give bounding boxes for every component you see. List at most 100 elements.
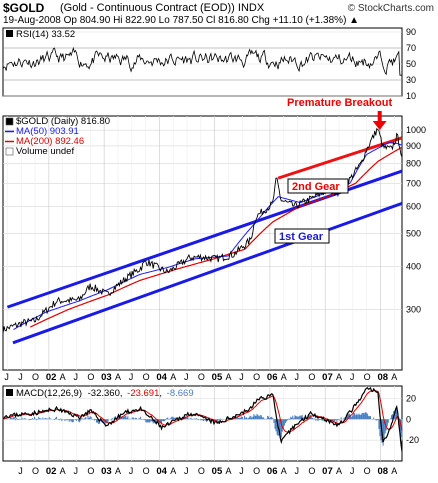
rsi-line (2, 46, 402, 76)
chart-symbol: $GOLD (3, 1, 45, 15)
macd-signal-value: -23.691 (127, 388, 159, 399)
price-x-tick-label: A (170, 372, 176, 382)
price-x-tick-label: A (225, 372, 231, 382)
macd-x-tick-label: 02 (46, 466, 57, 477)
price-x-tick-label: O (364, 372, 371, 382)
price-panel (2, 115, 403, 371)
macd-x-tick-label: J (74, 466, 79, 476)
macd-x-tick-label: A (391, 466, 397, 476)
price-x-tick-label: 07 (322, 372, 333, 383)
macd-tick-label: -20 (406, 435, 419, 445)
price-line (2, 127, 403, 334)
macd-x-tick-label: O (143, 466, 150, 476)
macd-x-tick-label: J (129, 466, 134, 476)
macd-x-tick-label: A (170, 466, 176, 476)
macd-x-tick-label: A (115, 466, 121, 476)
price-tick-label: 900 (406, 141, 421, 151)
legend-swatch (5, 147, 14, 156)
price-x-tick-label: J (295, 372, 300, 382)
premature-breakout-label: Premature Breakout (287, 97, 392, 109)
price-x-tick-label: J (4, 372, 9, 382)
macd-x-tick-label: O (364, 466, 371, 476)
price-x-tick-label: 02 (46, 372, 57, 383)
rsi-tick-label: 50 (406, 59, 416, 69)
price-x-tick-label: J (239, 372, 244, 382)
price-x-tick-label: 05 (212, 372, 223, 383)
price-x-tick-label: O (308, 372, 315, 382)
rsi-tick-label: 30 (406, 75, 416, 85)
trend-line (12, 201, 403, 345)
macd-x-tick-label: A (225, 466, 231, 476)
price-tick-label: 500 (406, 228, 421, 238)
svg-text:MACD(12,26,9) -32.360,: MACD(12,26,9) -32.360, -23.691, -8.669 (16, 388, 194, 399)
macd-label-prefix: MACD(12,26,9) (16, 388, 82, 399)
second-gear-box (287, 178, 349, 194)
macd-x-tick-label: 07 (322, 466, 333, 477)
macd-tick-label: 0 (406, 414, 411, 424)
price-tick-label: 600 (406, 201, 421, 211)
price-x-tick-label: A (281, 372, 287, 382)
rsi-label-text: RSI(14) 33.52 (16, 29, 75, 40)
macd-x-tick-label: 03 (101, 466, 112, 477)
breakout-arrow-head (372, 121, 387, 130)
macd-x-tick-label: O (253, 466, 260, 476)
macd-x-tick-label: J (184, 466, 189, 476)
first-gear-box (274, 228, 330, 244)
macd-x-tick-label: J (350, 466, 355, 476)
macd-label: MACD(12,26,9) -32.360, -23.691, -8.669 (6, 388, 194, 399)
rsi-panel (2, 27, 403, 97)
macd-x-tick-label: J (295, 466, 300, 476)
price-tick-label: 400 (406, 262, 421, 272)
macd-x-tick-label: J (239, 466, 244, 476)
macd-x-tick-label: J (18, 466, 23, 476)
legend-entry: MA(200) 892.46 (16, 136, 84, 147)
macd-x-tick-label: O (32, 466, 39, 476)
price-x-tick-label: J (129, 372, 134, 382)
price-tick-label: 800 (406, 158, 421, 168)
price-x-tick-label: 03 (101, 372, 112, 383)
rsi-tick-label: 70 (406, 43, 416, 53)
rsi-label: RSI(14) 33.52 (6, 29, 75, 40)
price-x-tick-label: O (198, 372, 205, 382)
price-x-tick-label: O (253, 372, 260, 382)
second-gear-label: 2nd Gear (292, 181, 340, 193)
price-x-tick-label: J (184, 372, 189, 382)
macd-x-tick-label: A (336, 466, 342, 476)
macd-signal-line (2, 390, 403, 433)
price-x-tick-label: A (115, 372, 121, 382)
first-gear-label: 1st Gear (279, 231, 324, 243)
price-x-tick-label: O (87, 372, 94, 382)
price-x-tick-label: A (60, 372, 66, 382)
price-x-tick-label: O (143, 372, 150, 382)
price-x-tick-label: A (391, 372, 397, 382)
macd-x-tick-label: A (281, 466, 287, 476)
price-tick-label: 1000 (406, 125, 426, 135)
price-x-tick-label: 08 (377, 372, 388, 383)
macd-hist-value: -8.669 (167, 388, 194, 399)
price-x-tick-label: 04 (156, 372, 167, 383)
brand-credit: © StockCharts.com (347, 3, 434, 14)
macd-x-tick-label: A (60, 466, 66, 476)
legend-entry: MA(50) 903.91 (16, 126, 79, 137)
price-x-tick-label: J (350, 372, 355, 382)
legend-entry: Volume undef (16, 146, 74, 157)
macd-x-tick-label: 06 (267, 466, 278, 477)
macd-value: -32.360 (88, 388, 120, 399)
macd-line (2, 386, 403, 452)
price-x-tick-label: A (336, 372, 342, 382)
price-x-tick-label: 06 (267, 372, 278, 383)
quote-line: 19-Aug-2008 Op 804.90 Hi 822.90 Lo 787.5… (3, 15, 360, 26)
price-x-tick-label: J (74, 372, 79, 382)
legend-entry: $GOLD (Daily) 816.80 (16, 116, 110, 127)
macd-x-tick-label: 04 (156, 466, 167, 477)
macd-tick-label: 20 (406, 394, 416, 404)
macd-x-tick-label: O (87, 466, 94, 476)
macd-x-tick-label: O (308, 466, 315, 476)
price-tick-label: 700 (406, 178, 421, 188)
legend-swatch (5, 117, 14, 126)
chart-instrument-name: (Gold - Continuous Contract (EOD)) INDX (60, 2, 265, 14)
macd-x-tick-label: 08 (377, 466, 388, 477)
macd-x-tick-label: O (198, 466, 205, 476)
macd-x-tick-label: 05 (212, 466, 223, 477)
